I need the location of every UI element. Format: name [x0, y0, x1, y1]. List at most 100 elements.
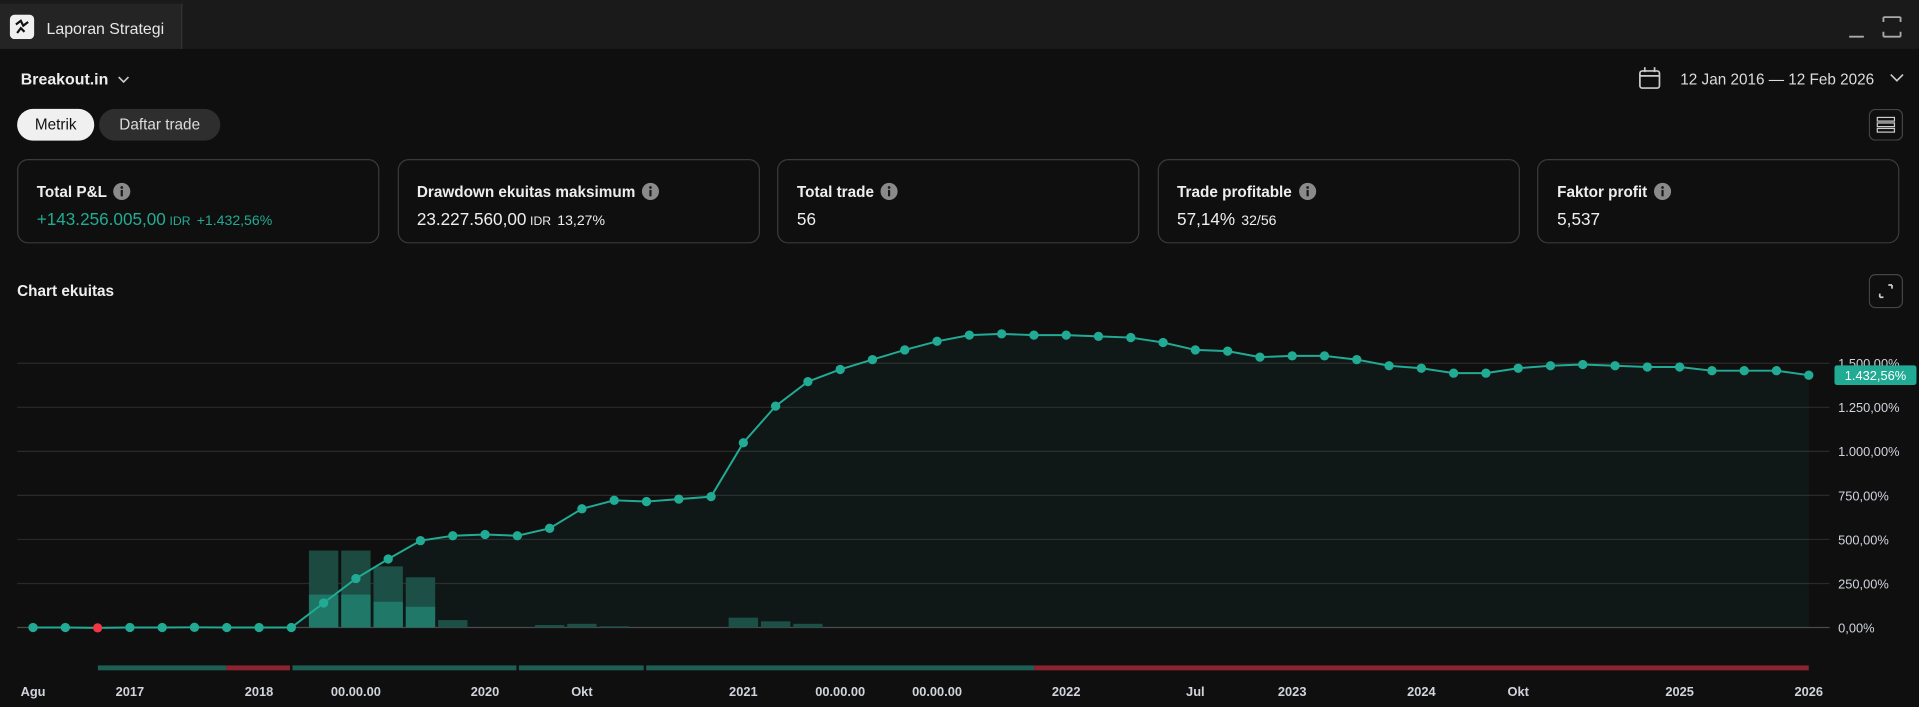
y-tick-label: 1.250,00% — [1838, 400, 1899, 415]
x-tick-label: Okt — [571, 684, 593, 699]
y-tick-label: 250,00% — [1838, 576, 1889, 591]
info-dot — [1661, 186, 1664, 189]
x-tick-label: 2026 — [1794, 684, 1823, 699]
equity-point — [60, 622, 70, 633]
metric-value-row: 5,537 — [1557, 209, 1600, 229]
info-icon — [1653, 182, 1672, 200]
equity-point — [674, 494, 684, 504]
x-tick-label: 00.00.00 — [815, 684, 865, 699]
bar-inner — [341, 594, 371, 628]
equity-point — [1545, 361, 1556, 371]
equity-point — [738, 438, 748, 448]
equity-point — [125, 622, 135, 633]
equity-point — [1481, 368, 1491, 378]
strategy-selector[interactable]: Breakout.in — [21, 70, 130, 88]
equity-point — [1222, 346, 1233, 356]
metric-card: Total P&L +143.256.005,00 IDR +1.432,56% — [17, 159, 380, 244]
bar — [567, 623, 597, 628]
equity-point — [1804, 370, 1814, 380]
metric-value-row: 23.227.560,00 IDR 13,27% — [417, 209, 605, 229]
equity-point — [92, 623, 103, 633]
equity-point — [1448, 368, 1459, 378]
equity-point — [1255, 352, 1265, 362]
equity-point — [1190, 345, 1200, 355]
info-bar — [649, 189, 652, 197]
equity-point — [1352, 354, 1362, 365]
layout-button[interactable] — [1868, 108, 1904, 141]
tab[interactable]: Laporan Strategi — [0, 3, 183, 49]
equity-point — [28, 622, 38, 633]
metric-unit: IDR — [530, 215, 552, 229]
info-icon — [642, 182, 660, 200]
equity-point — [1029, 330, 1039, 340]
info-bar — [1306, 189, 1309, 197]
metric-card: Total trade 56 — [777, 159, 1140, 244]
metric-label: Drawdown ekuitas maksimum — [416, 182, 636, 200]
info-bar — [1661, 189, 1664, 197]
equity-point — [383, 554, 393, 564]
calendar-icon[interactable] — [1637, 66, 1661, 90]
metric-title: Total P&L — [37, 182, 132, 200]
equity-point — [803, 376, 813, 387]
bar — [793, 623, 823, 628]
title-bar — [0, 0, 1919, 49]
bar-inner — [373, 601, 403, 628]
equity-line — [33, 332, 1809, 629]
equity-point — [1384, 361, 1394, 371]
metric-label: Trade profitable — [1177, 182, 1292, 200]
x-tick-label: 2020 — [471, 684, 500, 699]
metric-value: 5,537 — [1557, 209, 1601, 229]
chevron — [118, 76, 130, 84]
x-tick-label: Agu — [21, 684, 46, 699]
tab-trades[interactable]: Daftar trade — [99, 108, 221, 141]
equity-point — [932, 336, 942, 346]
bar — [760, 621, 791, 628]
metric-value-row: 56 — [797, 209, 816, 229]
metric-title: Drawdown ekuitas maksimum — [417, 182, 660, 200]
y-tick-label: 500,00% — [1838, 532, 1889, 547]
date-range[interactable]: 12 Jan 2016 — 12 Feb 2026 — [1680, 70, 1875, 89]
metric-title: Trade profitable — [1177, 182, 1316, 200]
metric-label: Total trade — [796, 182, 875, 200]
equity-point — [254, 622, 264, 633]
equity-point — [1093, 331, 1104, 341]
x-tick-label: 2023 — [1278, 684, 1307, 699]
equity-point — [286, 622, 296, 633]
equity-point — [867, 354, 878, 365]
timeline — [97, 665, 1809, 671]
equity-point — [1578, 359, 1588, 370]
expand-button[interactable] — [1868, 273, 1904, 309]
metric-label: Total P&L — [36, 182, 107, 200]
metric-title: Total trade — [797, 182, 899, 200]
equity-point — [1126, 332, 1136, 343]
info-dot — [649, 186, 652, 189]
metric-extra: 13,27% — [557, 214, 606, 229]
metric-value: +143.256.005,00 — [36, 209, 166, 229]
metric-value: 56 — [796, 209, 816, 229]
metric-value-row: +143.256.005,00 IDR +1.432,56% — [37, 209, 273, 229]
strategy-name: Breakout.in — [20, 69, 109, 89]
metric-card: Faktor profit 5,537 — [1537, 159, 1900, 244]
equity-point — [318, 598, 329, 608]
x-tick-label: 00.00.00 — [331, 684, 381, 699]
equity-point — [1158, 337, 1168, 348]
info-dot — [120, 186, 124, 189]
bar — [599, 626, 629, 628]
metric-value: 57,14% — [1177, 209, 1236, 229]
x-tick-label: 2022 — [1052, 684, 1081, 699]
equity-point — [157, 622, 167, 633]
window-controls[interactable] — [1842, 12, 1915, 41]
metric-value-row: 57,14% 32/56 — [1177, 209, 1276, 229]
tab-title: Laporan Strategi — [46, 19, 165, 38]
last-value-label: 1.432,56% — [1845, 368, 1906, 383]
equity-point — [996, 329, 1007, 339]
x-tick-label: 2025 — [1665, 684, 1694, 699]
metric-extra: +1.432,56% — [196, 214, 273, 229]
metric-card: Trade profitable 57,14% 32/56 — [1157, 159, 1520, 244]
equity-point — [448, 531, 458, 541]
x-tick-label: 2018 — [245, 684, 274, 699]
tab-metrics[interactable]: Metrik — [17, 108, 95, 141]
equity-point — [1513, 363, 1523, 373]
